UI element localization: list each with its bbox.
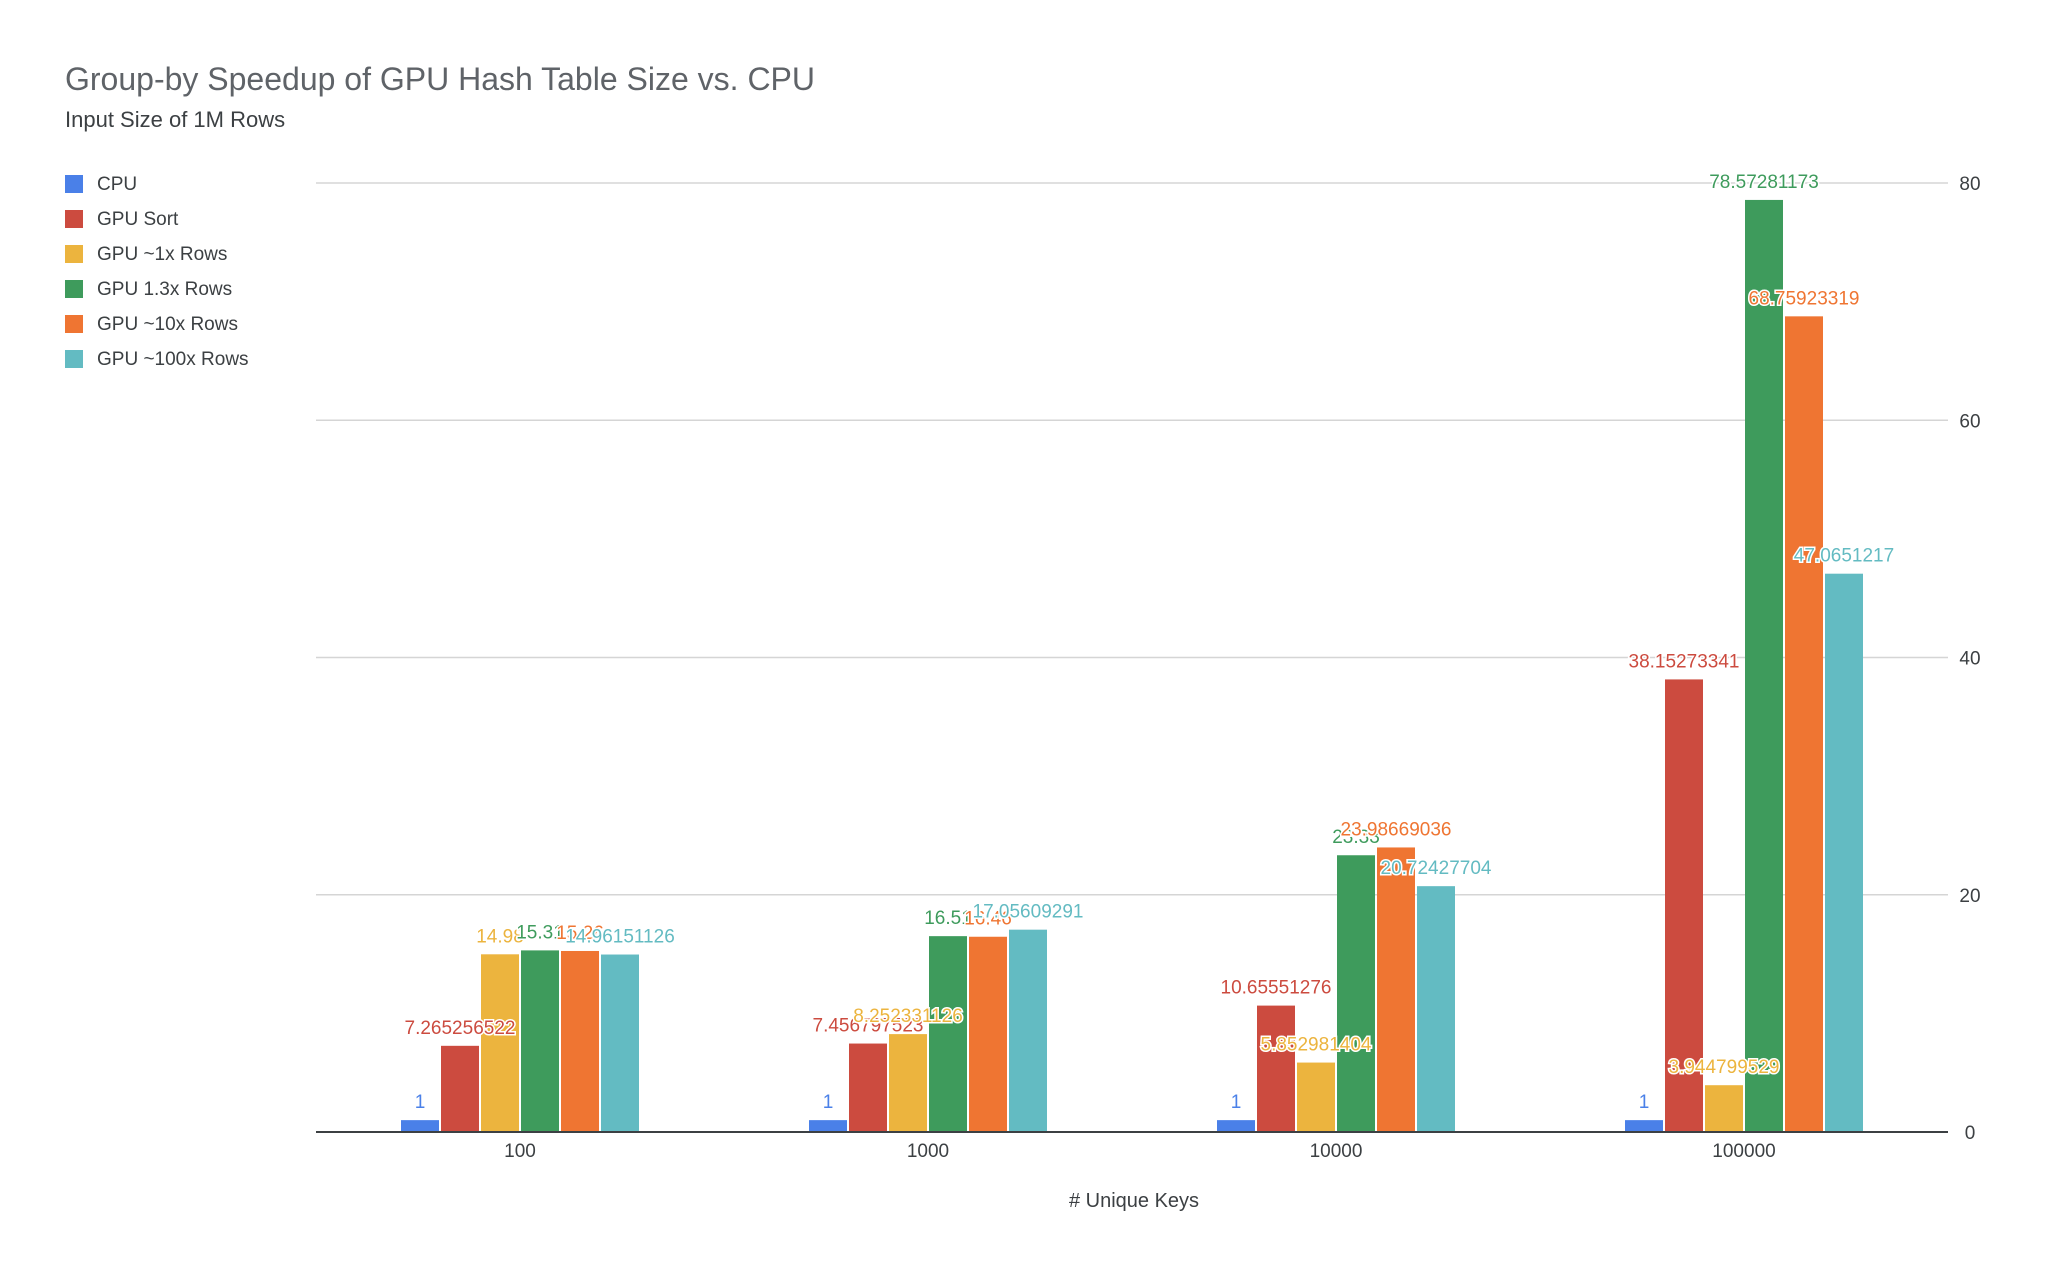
legend-swatch xyxy=(65,280,83,298)
data-label: 7.265256522 xyxy=(405,1018,516,1039)
bar-cpu-100 xyxy=(401,1120,439,1132)
x-axis-title: # Unique Keys xyxy=(1069,1190,1199,1212)
x-tick-label: 100000 xyxy=(1712,1141,1775,1162)
y-tick-label: 0 xyxy=(1965,1123,1976,1144)
data-label: 15.31 xyxy=(516,922,564,943)
data-label: 17.05609291 xyxy=(973,902,1084,923)
data-label: 3.944799529 xyxy=(1669,1057,1780,1078)
data-label: 16.51 xyxy=(924,908,972,929)
data-label: 1 xyxy=(415,1092,426,1113)
bar-gpu-1-3x-rows-1000 xyxy=(929,936,967,1132)
y-tick-label: 60 xyxy=(1959,411,1980,432)
bar-gpu-sort-100 xyxy=(441,1045,479,1132)
x-tick-label: 1000 xyxy=(907,1141,949,1162)
bar-gpu-10x-rows-100 xyxy=(561,950,599,1132)
data-label: 1 xyxy=(1231,1092,1242,1113)
bar-gpu-1x-rows-100000 xyxy=(1705,1085,1743,1132)
bar-cpu-1000 xyxy=(809,1120,847,1132)
y-tick-label: 40 xyxy=(1959,649,1980,670)
chart-subtitle: Input Size of 1M Rows xyxy=(65,107,285,132)
x-tick-label: 10000 xyxy=(1310,1141,1363,1162)
bar-gpu-sort-10000 xyxy=(1257,1005,1295,1132)
bar-gpu-100x-rows-100 xyxy=(601,954,639,1132)
legend-swatch xyxy=(65,210,83,228)
data-label: 10.65551276 xyxy=(1221,978,1332,999)
legend-swatch xyxy=(65,315,83,333)
data-label: 68.75923319 xyxy=(1749,288,1860,309)
bar-gpu-100x-rows-100000 xyxy=(1825,573,1863,1132)
data-label: 1 xyxy=(1639,1092,1650,1113)
bar-gpu-100x-rows-1000 xyxy=(1009,929,1047,1132)
bar-gpu-100x-rows-10000 xyxy=(1417,886,1455,1132)
y-axis-ticks: 0 20 40 60 80 xyxy=(1959,174,1980,1144)
legend-label: GPU Sort xyxy=(97,209,179,230)
bar-cpu-100000 xyxy=(1625,1120,1663,1132)
bars xyxy=(401,199,1863,1132)
y-tick-label: 80 xyxy=(1959,174,1980,195)
x-tick-label: 100 xyxy=(504,1141,536,1162)
bar-gpu-1-3x-rows-100 xyxy=(521,950,559,1132)
legend-label: GPU ~1x Rows xyxy=(97,244,227,265)
data-label: 14.96151126 xyxy=(565,927,675,948)
legend-label: GPU ~10x Rows xyxy=(97,314,238,335)
legend-label: GPU 1.3x Rows xyxy=(97,279,232,300)
legend-swatch xyxy=(65,245,83,263)
legend: CPU GPU Sort GPU ~1x Rows GPU 1.3x Rows GPU … xyxy=(65,174,249,370)
data-label: 78.57281173 xyxy=(1709,172,1819,193)
bar-cpu-10000 xyxy=(1217,1120,1255,1132)
bar-gpu-1x-rows-1000 xyxy=(889,1034,927,1132)
data-label: 8.252331126 xyxy=(853,1006,963,1027)
bar-gpu-sort-100000 xyxy=(1665,679,1703,1132)
data-label: 38.15273341 xyxy=(1629,651,1740,672)
x-axis-ticks: 100 1000 10000 100000 xyxy=(504,1141,1776,1162)
data-label: 23.33 xyxy=(1332,827,1380,848)
bar-gpu-10x-rows-100000 xyxy=(1785,316,1823,1132)
bar-gpu-sort-1000 xyxy=(849,1043,887,1132)
y-tick-label: 20 xyxy=(1959,886,1980,907)
data-label: 15.26 xyxy=(556,923,604,944)
gridlines xyxy=(316,182,1948,896)
data-label: 47.0651217 xyxy=(1794,546,1894,567)
legend-label: GPU ~100x Rows xyxy=(97,349,249,370)
data-label: 14.98 xyxy=(476,926,524,947)
data-label: 1 xyxy=(823,1092,834,1113)
data-label: 16.46 xyxy=(964,909,1012,930)
bar-gpu-10x-rows-10000 xyxy=(1377,847,1415,1132)
bar-gpu-1x-rows-10000 xyxy=(1297,1062,1335,1132)
data-label: 5.852981404 xyxy=(1261,1035,1372,1056)
bar-gpu-1x-rows-100 xyxy=(481,954,519,1132)
bar-gpu-10x-rows-1000 xyxy=(969,936,1007,1132)
chart-title: Group-by Speedup of GPU Hash Table Size … xyxy=(65,61,815,97)
bar-gpu-1-3x-rows-10000 xyxy=(1337,855,1375,1132)
data-label: 23.98669036 xyxy=(1341,819,1452,840)
data-labels: 17.26525652214.9815.3115.2614.9615112617… xyxy=(403,170,1896,1114)
bar-gpu-1-3x-rows-100000 xyxy=(1745,199,1783,1132)
data-label: 7.456797523 xyxy=(813,1016,924,1037)
legend-swatch xyxy=(65,350,83,368)
legend-swatch xyxy=(65,175,83,193)
data-label: 20.72427704 xyxy=(1381,858,1492,879)
legend-label: CPU xyxy=(97,174,137,195)
